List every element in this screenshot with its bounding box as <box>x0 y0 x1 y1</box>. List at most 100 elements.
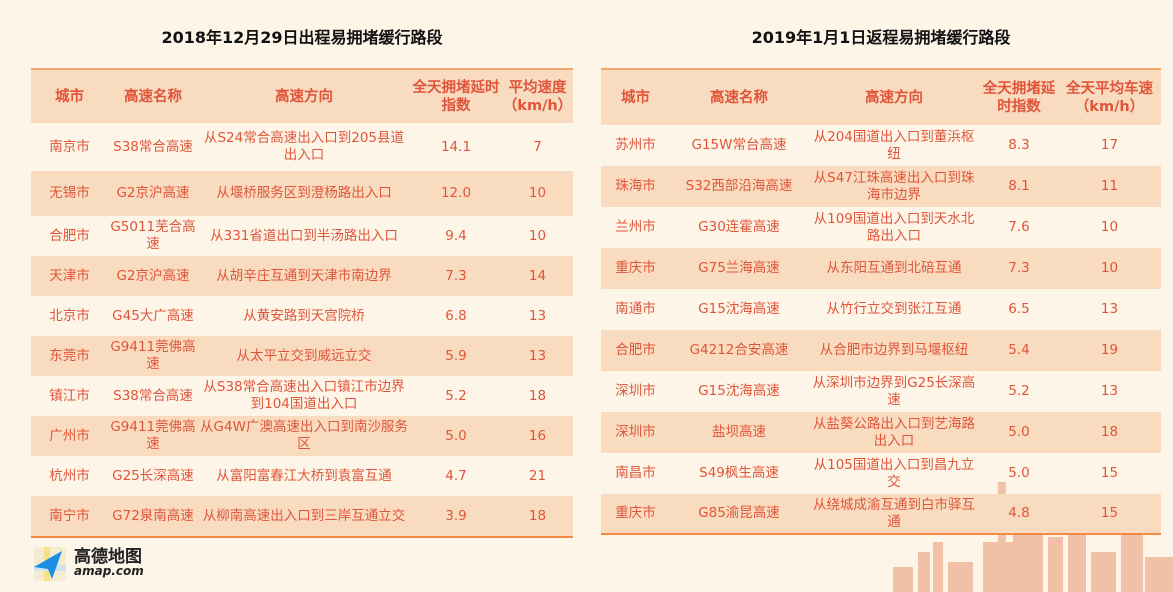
table-row: 南昌市 S49枫生高速 从105国道出入口到昌九立交 5.0 15 <box>601 453 1161 494</box>
cell-delay-index: 6.5 <box>1008 301 1030 317</box>
cell-direction: 从柳南高速出入口到三岸互通立交 <box>198 496 410 537</box>
cell-avg-speed: 13 <box>1100 301 1119 317</box>
table-row: 合肥市 G5011芜合高速 从331省道出口到半汤路出入口 9.4 10 <box>31 216 573 256</box>
cell-avg-speed: 13 <box>502 336 573 376</box>
cell-highway-name: G2京沪高速 <box>108 256 198 296</box>
header-city: 城市 <box>31 69 108 123</box>
cell-city: 深圳市 <box>615 383 656 399</box>
cell-direction: 从竹行立交到张江互通 <box>826 301 962 317</box>
cell-delay-index: 7.3 <box>410 256 502 296</box>
cell-delay-index: 9.4 <box>445 227 467 244</box>
cell-highway-name: G45大广高速 <box>112 307 194 324</box>
cell-city: 苏州市 <box>615 137 656 153</box>
cell-city: 东莞市 <box>31 336 108 376</box>
cell-direction: 从S38常合高速出入口镇江市边界到104国道出入口 <box>203 379 405 412</box>
header-direction: 高速方向 <box>198 69 410 123</box>
cell-city: 无锡市 <box>31 171 108 216</box>
right-table-title: 2019年1月1日返程易拥堵缓行路段 <box>751 28 1011 47</box>
cell-highway-name: G15沈海高速 <box>698 383 780 399</box>
cell-avg-speed: 17 <box>1100 137 1119 153</box>
amap-logo: 高德地图 amap.com <box>32 545 144 583</box>
cell-highway-name: G9411莞佛高速 <box>108 336 198 376</box>
cell-delay-index: 5.4 <box>980 330 1058 371</box>
header-direction: 高速方向 <box>808 69 980 125</box>
table-row: 兰州市 G30连霍高速 从109国道出入口到天水北路出入口 7.6 10 <box>601 207 1161 248</box>
header-highway-name: 高速名称 <box>670 69 808 125</box>
cell-city: 杭州市 <box>49 467 90 484</box>
cell-avg-speed: 18 <box>502 496 573 537</box>
cell-delay-index: 8.1 <box>980 166 1058 207</box>
header-city: 城市 <box>601 69 670 125</box>
return-congestion-table: 城市 高速名称 高速方向 全天拥堵延时指数 全天平均车速（km/h） 苏州市 G1… <box>601 68 1161 535</box>
table-row: 重庆市 G85渝昆高速 从绕城成渝互通到白市驿互通 4.8 15 <box>601 494 1161 534</box>
cell-direction: 从S47江珠高速出入口到珠海市边界 <box>808 166 980 207</box>
cell-delay-index: 5.0 <box>980 412 1058 453</box>
cell-city: 天津市 <box>31 256 108 296</box>
cell-city: 合肥市 <box>49 227 90 244</box>
cell-avg-speed: 13 <box>528 307 547 324</box>
cell-direction: 从盐葵公路出入口到艺海路出入口 <box>808 412 980 453</box>
amap-plane-icon <box>34 547 66 581</box>
cell-city: 镇江市 <box>49 387 90 404</box>
cell-city: 兰州市 <box>615 219 656 235</box>
cell-highway-name: G9411莞佛高速 <box>108 416 198 456</box>
table-row: 深圳市 G15沈海高速 从深圳市边界到G25长深高速 5.2 13 <box>601 371 1161 412</box>
cell-highway-name: G15W常台高速 <box>691 137 787 153</box>
cell-city: 南宁市 <box>31 496 108 537</box>
cell-avg-speed: 13 <box>1100 383 1119 399</box>
cell-delay-index: 5.9 <box>410 336 502 376</box>
table-row: 苏州市 G15W常台高速 从204国道出入口到董浜枢纽 8.3 17 <box>601 125 1161 166</box>
header-avg-speed: 平均速度（km/h） <box>502 69 573 123</box>
cell-highway-name: G5011芜合高速 <box>110 219 196 252</box>
cell-direction: 从东阳互通到北碚互通 <box>808 248 980 289</box>
cell-city: 珠海市 <box>601 166 670 207</box>
table-row: 广州市 G9411莞佛高速 从G4W广澳高速出入口到南沙服务区 5.0 16 <box>31 416 573 456</box>
cell-city: 深圳市 <box>601 412 670 453</box>
cell-direction: 从S24常合高速出入口到205县道出入口 <box>203 130 404 163</box>
header-delay-index: 全天拥堵延时指数 <box>410 69 502 123</box>
table-row: 镇江市 S38常合高速 从S38常合高速出入口镇江市边界到104国道出入口 5.2 18 <box>31 376 573 416</box>
header-highway-name: 高速名称 <box>108 69 198 123</box>
table-row: 南通市 G15沈海高速 从竹行立交到张江互通 6.5 13 <box>601 289 1161 330</box>
cell-direction: 从109国道出入口到天水北路出入口 <box>813 210 975 244</box>
cell-avg-speed: 19 <box>1058 330 1161 371</box>
cell-delay-index: 5.0 <box>1008 465 1030 481</box>
cell-avg-speed: 18 <box>528 387 547 404</box>
cell-avg-speed: 7 <box>533 138 542 155</box>
cell-highway-name: G4212合安高速 <box>670 330 808 371</box>
cell-delay-index: 5.2 <box>445 387 467 404</box>
cell-city: 重庆市 <box>601 494 670 534</box>
cell-highway-name: G85渝昆高速 <box>670 494 808 534</box>
cell-highway-name: G75兰海高速 <box>670 248 808 289</box>
table-row: 南京市 S38常合高速 从S24常合高速出入口到205县道出入口 14.1 7 <box>31 123 573 171</box>
cell-delay-index: 14.1 <box>440 138 472 155</box>
cell-direction: 从105国道出入口到昌九立交 <box>813 456 975 490</box>
cell-highway-name: S38常合高速 <box>113 138 193 155</box>
cell-direction: 从黄安路到天宫院桥 <box>243 307 365 324</box>
header-delay-index: 全天拥堵延时指数 <box>980 69 1058 125</box>
cell-city: 南京市 <box>49 138 90 155</box>
cell-direction: 从太平立交到威远立交 <box>198 336 410 376</box>
outbound-congestion-table: 城市 高速名称 高速方向 全天拥堵延时指数 平均速度（km/h） 南京市 S38常… <box>31 68 573 538</box>
cell-city: 重庆市 <box>601 248 670 289</box>
cell-direction: 从合肥市边界到马堰枢纽 <box>808 330 980 371</box>
cell-highway-name: G15沈海高速 <box>698 301 780 317</box>
cell-avg-speed: 15 <box>1100 465 1119 481</box>
header-avg-speed: 全天平均车速（km/h） <box>1058 69 1161 125</box>
cell-delay-index: 4.8 <box>980 494 1058 534</box>
cell-highway-name: G30连霍高速 <box>698 219 780 235</box>
cell-delay-index: 12.0 <box>410 171 502 216</box>
cell-delay-index: 8.3 <box>1008 137 1030 153</box>
cell-highway-name: G72泉南高速 <box>108 496 198 537</box>
cell-highway-name: 盐坝高速 <box>670 412 808 453</box>
table-row: 南宁市 G72泉南高速 从柳南高速出入口到三岸互通立交 3.9 18 <box>31 496 573 537</box>
cell-direction: 从胡辛庄互通到天津市南边界 <box>198 256 410 296</box>
cell-delay-index: 4.7 <box>445 467 467 484</box>
cell-direction: 从富阳富春江大桥到袁富互通 <box>216 467 392 484</box>
table-row: 北京市 G45大广高速 从黄安路到天宫院桥 6.8 13 <box>31 296 573 336</box>
cell-city: 广州市 <box>31 416 108 456</box>
cell-avg-speed: 10 <box>502 171 573 216</box>
cell-delay-index: 7.3 <box>980 248 1058 289</box>
cell-avg-speed: 10 <box>1058 248 1161 289</box>
logo-cn-text: 高德地图 <box>74 547 142 567</box>
